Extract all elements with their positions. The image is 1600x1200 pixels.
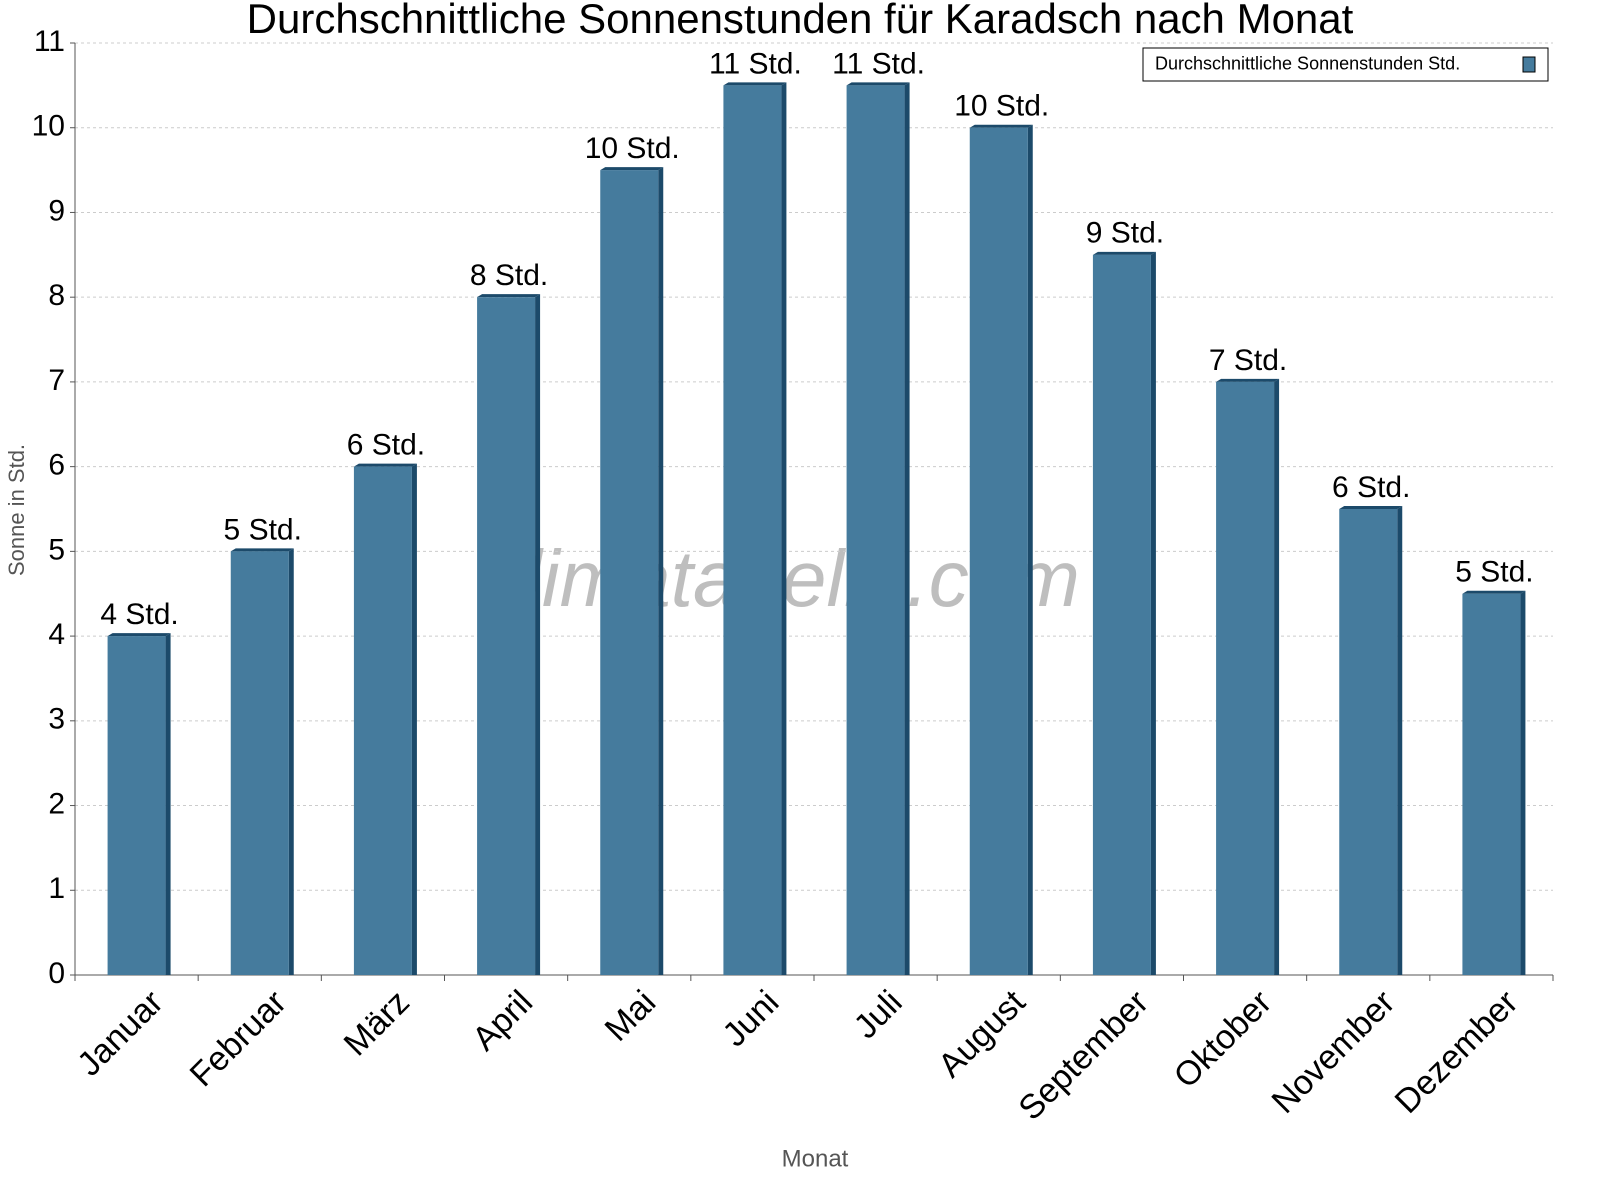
- data-label: 6 Std.: [347, 429, 425, 462]
- y-tick-label: 3: [48, 703, 65, 736]
- bar-side: [1027, 124, 1033, 975]
- x-tick-label: April: [465, 983, 540, 1058]
- bar-top: [723, 82, 787, 86]
- bar: [969, 127, 1028, 975]
- data-label: 11 Std.: [709, 47, 802, 80]
- bar: [230, 551, 289, 975]
- bar: [600, 170, 659, 975]
- x-tick-label: Februar: [183, 983, 294, 1094]
- bar-side: [1274, 378, 1280, 976]
- bar-side: [781, 82, 787, 975]
- x-tick-label: Dezember: [1388, 983, 1526, 1121]
- y-axis-label: Sonne in Std.: [4, 444, 29, 576]
- bar-top: [1339, 506, 1403, 509]
- y-tick-label: 6: [48, 449, 65, 482]
- y-tick-label: 0: [48, 957, 65, 990]
- legend-label: Durchschnittliche Sonnenstunden Std.: [1155, 53, 1460, 73]
- bar-side: [535, 294, 541, 975]
- y-tick-label: 9: [48, 194, 65, 227]
- legend-swatch: [1522, 56, 1536, 73]
- bar: [477, 297, 536, 975]
- x-tick-label: Juni: [715, 983, 786, 1054]
- x-tick-label: August: [931, 983, 1033, 1085]
- bar-side: [658, 167, 664, 975]
- y-tick-label: 8: [48, 279, 65, 312]
- data-label: 10 Std.: [585, 132, 680, 165]
- bar-top: [1216, 378, 1280, 382]
- x-axis-label: Monat: [782, 1145, 849, 1172]
- data-label: 5 Std.: [1455, 556, 1533, 589]
- bar: [353, 466, 412, 975]
- bar-top: [969, 124, 1033, 128]
- bar-side: [1150, 251, 1156, 975]
- data-label: 10 Std.: [954, 90, 1049, 123]
- bar: [846, 85, 905, 975]
- bar-side: [904, 82, 910, 975]
- bar: [723, 85, 782, 975]
- bar-side: [288, 548, 294, 975]
- y-tick-label: 2: [48, 787, 65, 820]
- x-tick-label: Juli: [847, 983, 910, 1046]
- data-label: 9 Std.: [1086, 217, 1164, 250]
- bar-top: [107, 633, 171, 637]
- bar: [1216, 381, 1275, 976]
- y-tick-label: 5: [48, 533, 65, 566]
- x-tick-label: März: [337, 983, 417, 1063]
- data-label: 4 Std.: [100, 598, 178, 631]
- bar-side: [1520, 590, 1526, 975]
- y-tick-label: 4: [48, 618, 65, 651]
- bar-top: [1462, 590, 1526, 594]
- bar-top: [600, 167, 664, 171]
- data-label: 11 Std.: [832, 47, 925, 80]
- y-tick-label: 10: [32, 110, 65, 143]
- y-tick-label: 7: [48, 364, 65, 397]
- bar-side: [165, 633, 171, 975]
- bar-side: [1397, 506, 1403, 975]
- x-tick-label: Mai: [598, 983, 664, 1049]
- x-tick-label: September: [1011, 983, 1155, 1127]
- data-label: 6 Std.: [1332, 471, 1410, 504]
- bar-side: [411, 463, 417, 975]
- bar: [1462, 593, 1521, 975]
- y-tick-label: 11: [34, 25, 65, 58]
- data-label: 7 Std.: [1209, 344, 1287, 377]
- chart-title: Durchschnittliche Sonnenstunden für Kara…: [247, 0, 1354, 42]
- data-label: 8 Std.: [470, 259, 548, 292]
- legend-box: [1142, 47, 1549, 82]
- bar-top: [353, 463, 417, 467]
- bar-top: [230, 548, 294, 552]
- bar-top: [846, 82, 910, 86]
- y-tick-label: 1: [48, 872, 65, 905]
- bar-top: [1092, 251, 1156, 255]
- x-tick-label: Oktober: [1167, 983, 1279, 1095]
- x-tick-label: Januar: [70, 983, 170, 1083]
- bar: [1339, 509, 1398, 975]
- bar: [1092, 254, 1151, 975]
- x-tick-label: November: [1264, 983, 1402, 1121]
- bar-top: [477, 294, 541, 298]
- bar: [107, 636, 166, 975]
- data-label: 5 Std.: [224, 513, 302, 546]
